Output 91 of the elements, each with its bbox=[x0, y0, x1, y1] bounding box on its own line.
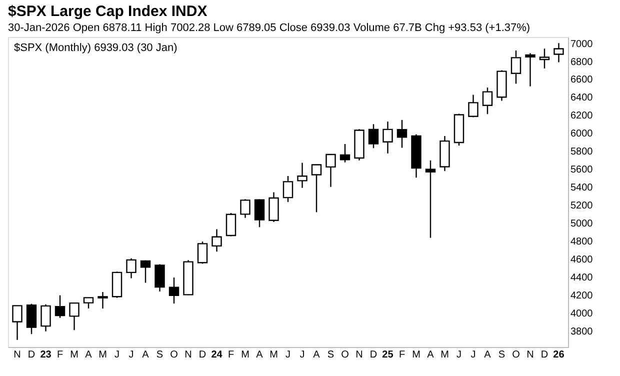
candlestick bbox=[154, 264, 165, 292]
candlestick bbox=[54, 294, 66, 318]
candlestick bbox=[197, 241, 208, 264]
x-tick-label: 24 bbox=[211, 350, 223, 360]
y-tick-label: 5400 bbox=[570, 182, 594, 194]
candlestick bbox=[326, 153, 336, 188]
y-tick-label: 5200 bbox=[570, 200, 594, 212]
x-tick-label: J bbox=[456, 350, 462, 360]
candlestick bbox=[425, 160, 436, 238]
candlestick bbox=[69, 302, 80, 331]
candlestick bbox=[226, 212, 236, 237]
candlestick bbox=[168, 276, 180, 304]
candlestick bbox=[140, 260, 151, 284]
candlestick bbox=[382, 120, 393, 154]
y-tick-label: 6600 bbox=[570, 74, 594, 86]
y-tick-label: 7000 bbox=[570, 38, 594, 50]
y-tick-label: 6200 bbox=[570, 110, 594, 122]
x-tick-label: N bbox=[184, 350, 192, 360]
x-tick-label: M bbox=[241, 350, 250, 360]
x-tick-label: M bbox=[270, 350, 278, 360]
candlestick bbox=[311, 164, 322, 213]
candlestick bbox=[12, 305, 22, 340]
candlestick bbox=[468, 94, 478, 118]
y-tick-label: 4200 bbox=[570, 290, 594, 302]
candlestick bbox=[240, 198, 250, 218]
annotation: $SPX (Monthly) 6939.03 (30 Jan) bbox=[14, 42, 178, 54]
x-tick-label: J bbox=[300, 350, 305, 360]
x-tick-label: 23 bbox=[40, 350, 52, 360]
y-tick-label: 6800 bbox=[570, 56, 594, 68]
x-tick-label: N bbox=[526, 350, 534, 360]
y-tick-label: 4600 bbox=[570, 254, 594, 266]
x-tick-label: A bbox=[142, 350, 150, 360]
x-tick-label: O bbox=[341, 350, 350, 360]
candlestick bbox=[282, 175, 294, 203]
x-tick-label: D bbox=[540, 350, 548, 360]
candlestick bbox=[340, 143, 350, 163]
x-tick-label: J bbox=[114, 350, 120, 360]
candlestick bbox=[254, 198, 265, 228]
y-tick-label: 5000 bbox=[570, 218, 594, 230]
x-tick-label: A bbox=[427, 350, 434, 360]
x-tick-label: D bbox=[370, 350, 378, 360]
x-tick-label: M bbox=[440, 350, 449, 360]
candlestick bbox=[268, 192, 279, 223]
x-tick-label: D bbox=[198, 350, 206, 360]
y-tick-label: 6400 bbox=[570, 92, 594, 104]
candlestick bbox=[510, 50, 522, 84]
x-tick-label: N bbox=[14, 350, 21, 360]
x-tick-label: 26 bbox=[553, 350, 565, 360]
x-tick-label: F bbox=[398, 350, 406, 360]
candlestick bbox=[368, 124, 379, 149]
candlestick bbox=[98, 291, 108, 310]
x-tick-label: A bbox=[484, 350, 492, 360]
chart-title: $SPX Large Cap Index INDX bbox=[8, 3, 208, 20]
x-tick-label: O bbox=[512, 350, 520, 360]
x-tick-label: J bbox=[286, 350, 290, 360]
x-tick-label: F bbox=[228, 350, 234, 360]
candlestick bbox=[554, 42, 564, 63]
y-tick-label: 6000 bbox=[570, 128, 594, 140]
x-tick-label: M bbox=[412, 350, 420, 360]
x-tick-label: F bbox=[56, 350, 64, 360]
candlestick bbox=[212, 228, 222, 252]
x-tick-label: N bbox=[356, 350, 363, 360]
x-tick-label: S bbox=[498, 350, 506, 360]
x-tick-label: O bbox=[170, 350, 178, 360]
candlestick bbox=[539, 48, 550, 70]
candlestick bbox=[396, 119, 408, 148]
y-tick-label: 4800 bbox=[570, 236, 594, 248]
x-tick-label: 25 bbox=[382, 350, 394, 360]
candlestick bbox=[26, 303, 37, 335]
x-tick-label: M bbox=[70, 350, 78, 360]
x-tick-label: A bbox=[256, 350, 264, 360]
y-tick-label: 4000 bbox=[570, 308, 594, 320]
candlestick bbox=[83, 296, 94, 310]
x-tick-label: A bbox=[85, 350, 92, 360]
x-tick-label: J bbox=[128, 350, 134, 360]
candlestick bbox=[40, 304, 51, 332]
candlestick bbox=[525, 52, 536, 87]
y-tick-label: 4400 bbox=[570, 272, 594, 284]
candlestick bbox=[482, 86, 493, 115]
x-tick-label: D bbox=[28, 350, 36, 360]
chart-subtitle: 30-Jan-2026 Open 6878.11 High 7002.28 Low 6789.05 Close 6939.03 Volume 67.7B Chg +93.53 (+1.37%) bbox=[8, 22, 530, 34]
y-tick-label: 5800 bbox=[570, 146, 594, 158]
y-tick-label: 3800 bbox=[570, 326, 594, 338]
x-tick-label: J bbox=[470, 350, 476, 360]
candlestick bbox=[297, 162, 308, 188]
x-tick-label: S bbox=[327, 350, 334, 360]
x-tick-label: S bbox=[156, 350, 164, 360]
x-tick-label: M bbox=[98, 350, 107, 360]
x-tick-label: A bbox=[313, 350, 320, 360]
y-tick-label: 5600 bbox=[570, 164, 594, 176]
candlestick bbox=[126, 258, 136, 279]
